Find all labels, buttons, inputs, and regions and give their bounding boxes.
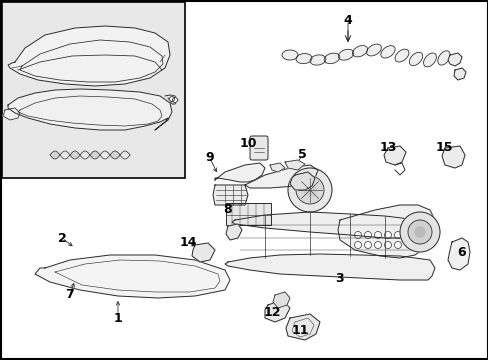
- Circle shape: [169, 96, 174, 102]
- Polygon shape: [35, 255, 229, 298]
- Circle shape: [414, 227, 424, 237]
- Circle shape: [407, 220, 431, 244]
- Polygon shape: [383, 146, 405, 165]
- Circle shape: [304, 184, 315, 196]
- Text: 11: 11: [291, 324, 308, 337]
- Polygon shape: [264, 300, 289, 322]
- Polygon shape: [192, 243, 215, 262]
- Ellipse shape: [295, 54, 311, 64]
- Polygon shape: [337, 205, 434, 258]
- Text: 2: 2: [58, 231, 66, 244]
- Text: 9: 9: [205, 152, 214, 165]
- Polygon shape: [3, 108, 20, 120]
- FancyBboxPatch shape: [249, 136, 267, 160]
- Polygon shape: [285, 160, 305, 170]
- Ellipse shape: [408, 52, 422, 66]
- Polygon shape: [225, 224, 242, 240]
- Ellipse shape: [437, 51, 449, 65]
- Circle shape: [287, 168, 331, 212]
- Ellipse shape: [309, 55, 325, 65]
- Circle shape: [394, 242, 401, 248]
- Polygon shape: [215, 163, 264, 182]
- Ellipse shape: [282, 50, 297, 60]
- Text: 14: 14: [179, 235, 196, 248]
- Circle shape: [384, 231, 391, 238]
- Circle shape: [364, 231, 371, 238]
- Bar: [225, 203, 270, 225]
- Polygon shape: [285, 314, 319, 340]
- Polygon shape: [8, 26, 170, 86]
- Polygon shape: [289, 172, 314, 190]
- Polygon shape: [224, 254, 434, 280]
- Text: 15: 15: [434, 141, 452, 154]
- Bar: [2, 2, 184, 178]
- Circle shape: [172, 98, 177, 103]
- Circle shape: [364, 242, 371, 248]
- Text: 1: 1: [113, 311, 122, 324]
- Ellipse shape: [338, 49, 353, 60]
- Text: 5: 5: [297, 148, 306, 162]
- Text: 7: 7: [65, 288, 74, 301]
- Circle shape: [354, 242, 361, 248]
- Polygon shape: [272, 292, 289, 308]
- Polygon shape: [269, 163, 285, 172]
- Ellipse shape: [380, 46, 394, 58]
- Text: 13: 13: [379, 141, 396, 154]
- Polygon shape: [244, 165, 317, 188]
- Ellipse shape: [352, 46, 367, 57]
- Polygon shape: [447, 238, 469, 270]
- Polygon shape: [8, 89, 172, 130]
- Text: 6: 6: [457, 246, 466, 258]
- Circle shape: [394, 231, 401, 238]
- Circle shape: [399, 212, 439, 252]
- Text: 4: 4: [343, 13, 352, 27]
- Circle shape: [384, 242, 391, 248]
- Polygon shape: [453, 68, 465, 80]
- Text: 12: 12: [263, 306, 280, 319]
- Circle shape: [374, 242, 381, 248]
- Ellipse shape: [394, 49, 408, 62]
- Text: 10: 10: [239, 138, 256, 150]
- Text: 3: 3: [335, 271, 344, 284]
- Polygon shape: [441, 146, 464, 168]
- Ellipse shape: [324, 53, 339, 64]
- Ellipse shape: [423, 53, 435, 67]
- Text: 8: 8: [223, 203, 232, 216]
- Ellipse shape: [366, 44, 381, 56]
- Polygon shape: [447, 53, 461, 66]
- Polygon shape: [213, 185, 247, 205]
- Circle shape: [295, 176, 324, 204]
- Circle shape: [374, 231, 381, 238]
- Polygon shape: [231, 212, 429, 238]
- Circle shape: [354, 231, 361, 238]
